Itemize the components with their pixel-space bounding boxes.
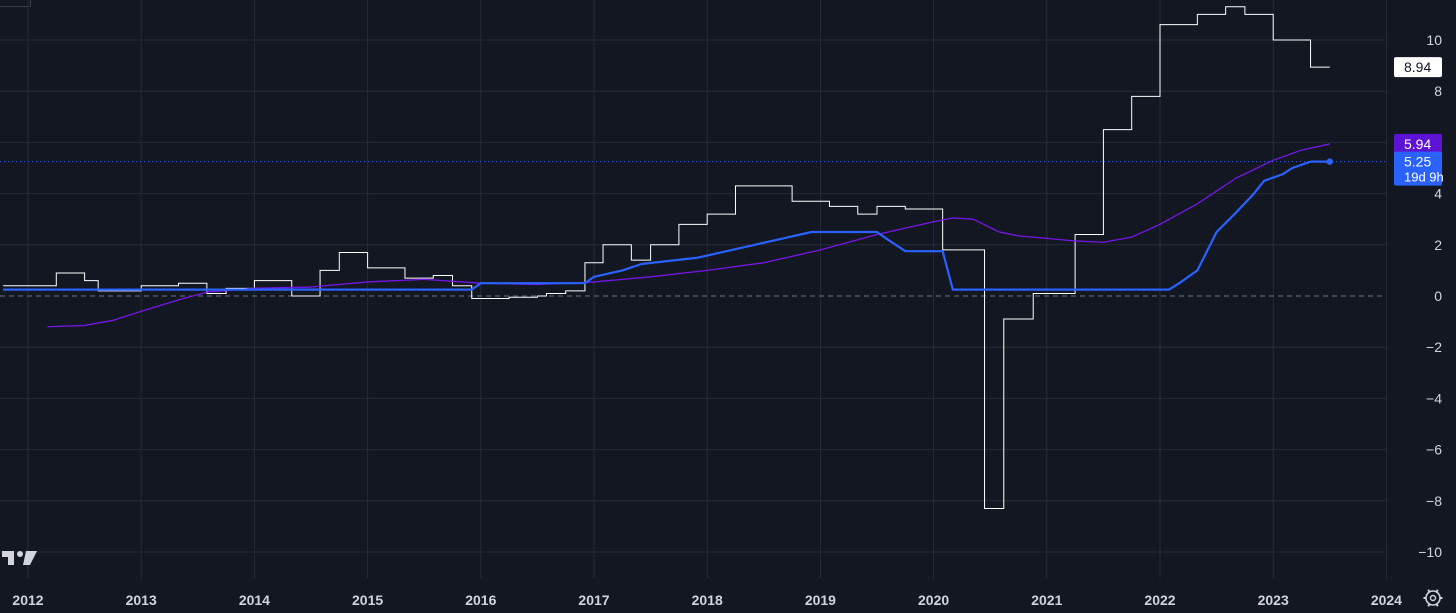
series-layer <box>3 6 1334 509</box>
series-line-step <box>3 6 1330 509</box>
series-line-smooth <box>47 143 1330 328</box>
x-tick-label: 2024 <box>1371 592 1402 608</box>
x-tick-label: 2019 <box>805 592 836 608</box>
window-corner-mark <box>0 0 31 7</box>
gear-tooth <box>1435 603 1439 607</box>
y-tick-label: 8 <box>1434 83 1442 99</box>
x-tick-label: 2023 <box>1258 592 1289 608</box>
logo-mark-part <box>23 551 37 565</box>
gear-icon[interactable] <box>1423 589 1443 607</box>
gear-tooth <box>1427 589 1431 593</box>
gear-hub <box>1429 594 1437 602</box>
y-tick-label: −10 <box>1418 544 1442 560</box>
price-label-text: 5.94 <box>1404 136 1431 152</box>
y-tick-label: 0 <box>1434 288 1442 304</box>
price-label-box <box>1394 133 1442 154</box>
x-tick-label: 2022 <box>1144 592 1175 608</box>
gear-tooth <box>1435 589 1439 593</box>
x-tick-label: 2018 <box>692 592 723 608</box>
y-tick-label: 4 <box>1434 186 1442 202</box>
price-label-box <box>1394 151 1442 186</box>
y-tick-label: −4 <box>1426 390 1442 406</box>
price-label-text: 8.94 <box>1404 59 1431 75</box>
y-tick-label: −2 <box>1426 339 1442 355</box>
logo-mark-part <box>2 551 14 565</box>
price-label-text: 5.25 <box>1404 154 1431 170</box>
y-axis[interactable]: 10 8 4 2 0 −2 −4 −6 −8 −10 <box>1418 32 1442 560</box>
tradingview-logo[interactable] <box>2 551 37 565</box>
y-tick-label: 2 <box>1434 237 1442 253</box>
price-label-countdown: 19d 9h <box>1404 170 1444 185</box>
series-last-point <box>1326 158 1334 165</box>
series-line-main <box>3 160 1330 291</box>
x-tick-label: 2014 <box>239 592 270 608</box>
x-tick-label: 2021 <box>1031 592 1062 608</box>
gear-tooth <box>1427 603 1431 607</box>
y-tick-label: −8 <box>1426 493 1442 509</box>
x-tick-label: 2012 <box>12 592 43 608</box>
x-axis[interactable]: 2012 2013 2014 2015 2016 2017 2018 2019 2020 2021… <box>12 592 1402 608</box>
y-tick-label: 10 <box>1426 32 1442 48</box>
logo-mark-part <box>17 551 23 557</box>
x-tick-label: 2017 <box>578 592 609 608</box>
price-label-box <box>1394 57 1442 78</box>
x-tick-label: 2016 <box>465 592 496 608</box>
x-tick-label: 2015 <box>352 592 383 608</box>
y-tick-label: −6 <box>1426 442 1442 458</box>
x-tick-label: 2020 <box>918 592 949 608</box>
gear-ring <box>1425 590 1441 606</box>
x-tick-label: 2013 <box>126 592 157 608</box>
